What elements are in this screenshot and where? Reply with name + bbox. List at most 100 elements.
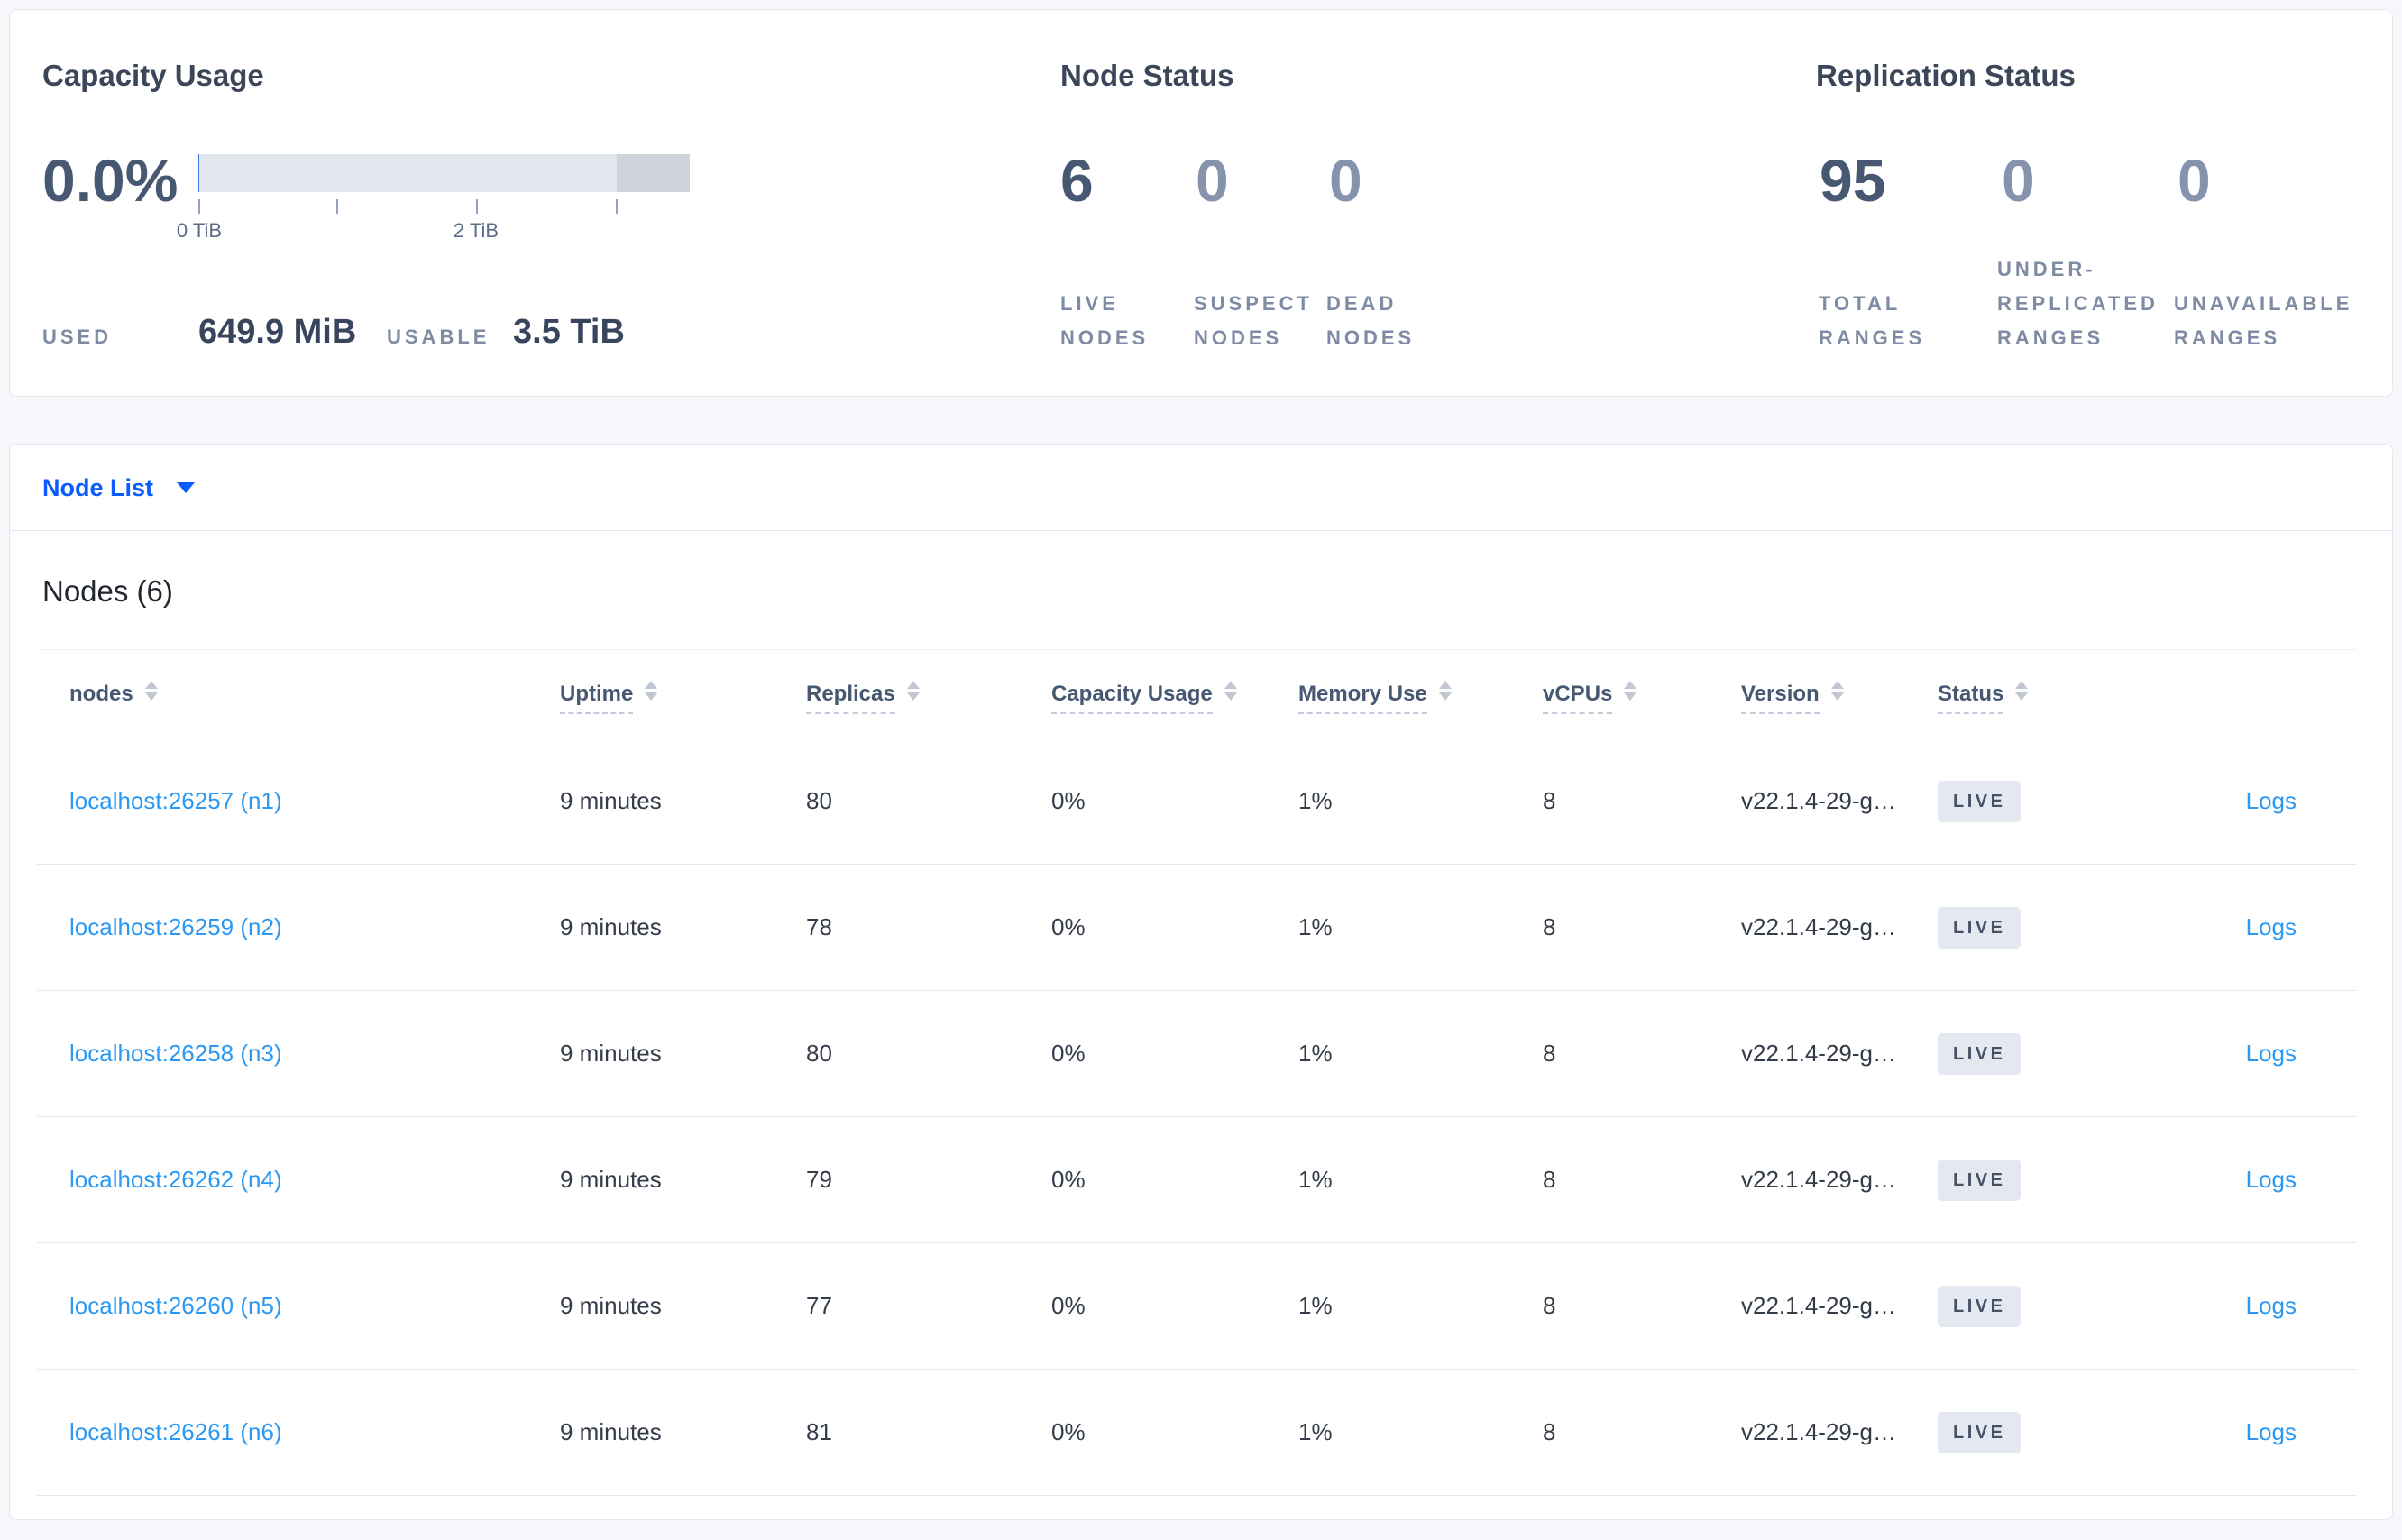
axis-tick-label: 2 TiB [453, 219, 500, 242]
column-header-label: Status [1938, 681, 2004, 714]
replicas-cell: 77 [806, 1242, 1051, 1370]
column-header-status[interactable]: Status [1938, 649, 2118, 738]
vcpus-cell: 8 [1543, 864, 1741, 991]
column-header-capacity-usage[interactable]: Capacity Usage [1051, 649, 1298, 738]
version-cell: v22.1.4-29-g… [1741, 1116, 1938, 1243]
node-link[interactable]: localhost:26260 (n5) [69, 1292, 282, 1319]
chevron-down-icon [177, 482, 196, 493]
column-header-replicas[interactable]: Replicas [806, 649, 1051, 738]
version-cell: v22.1.4-29-g… [1741, 864, 1938, 991]
column-header-vcpus[interactable]: vCPUs [1543, 649, 1741, 738]
capacity-cell: 0% [1051, 990, 1298, 1117]
version-cell: v22.1.4-29-g… [1741, 738, 1938, 865]
logs-link[interactable]: Logs [2245, 1418, 2297, 1445]
replicas-cell: 79 [806, 1116, 1051, 1243]
status-cell: LIVE [1938, 864, 2118, 991]
column-header-label: Replicas [806, 681, 895, 714]
table-row: localhost:26260 (n5) 9 minutes 77 0% 1% … [37, 1242, 2356, 1370]
uptime-cell: 9 minutes [560, 1242, 806, 1370]
table-row: localhost:26258 (n3) 9 minutes 80 0% 1% … [37, 990, 2356, 1117]
memory-cell: 1% [1298, 1116, 1543, 1243]
column-header-uptime[interactable]: Uptime [560, 649, 806, 738]
status-cell: LIVE [1938, 738, 2118, 865]
replication-status-title: Replication Status [1816, 59, 2076, 92]
sort-icon [144, 681, 158, 701]
vcpus-cell: 8 [1543, 1242, 1741, 1370]
capacity-bar-other-segment [617, 154, 690, 192]
logs-link[interactable]: Logs [2245, 1166, 2297, 1193]
status-cell: LIVE [1938, 1242, 2118, 1370]
node-list-card: Node List Nodes (6) nodes Uptime Replica… [9, 444, 2393, 1520]
node-cell: localhost:26260 (n5) [37, 1242, 560, 1370]
column-header-label: Memory Use [1298, 681, 1427, 714]
logs-link[interactable]: Logs [2245, 787, 2297, 814]
vcpus-cell: 8 [1543, 1369, 1741, 1496]
nodes-table: nodes Uptime Replicas Capacity Usage Mem… [37, 649, 2356, 1496]
uptime-cell: 9 minutes [560, 990, 806, 1117]
logs-link[interactable]: Logs [2245, 1040, 2297, 1067]
axis-tick-label: 0 TiB [176, 219, 223, 242]
capacity-usage-bar-chart: 0 TiB 2 TiB [177, 154, 690, 262]
total-ranges-value: 95 [1820, 147, 1886, 214]
replicas-cell: 81 [806, 1369, 1051, 1496]
sort-icon [2015, 681, 2029, 701]
table-row: localhost:26259 (n2) 9 minutes 78 0% 1% … [37, 864, 2356, 991]
logs-link[interactable]: Logs [2245, 913, 2297, 940]
node-list-dropdown[interactable]: Node List [42, 445, 196, 531]
status-cell: LIVE [1938, 1369, 2118, 1496]
memory-cell: 1% [1298, 1242, 1543, 1370]
uptime-cell: 9 minutes [560, 1369, 806, 1496]
node-cell: localhost:26261 (n6) [37, 1369, 560, 1496]
status-badge: LIVE [1938, 1032, 2022, 1075]
sort-icon [1624, 681, 1637, 701]
column-header-nodes[interactable]: nodes [37, 649, 560, 738]
nodes-count-title: Nodes (6) [42, 574, 173, 608]
sort-icon [1830, 681, 1844, 701]
memory-cell: 1% [1298, 738, 1543, 865]
sort-icon [906, 681, 920, 701]
column-header-memory-use[interactable]: Memory Use [1298, 649, 1543, 738]
status-badge: LIVE [1938, 1285, 2022, 1327]
logs-cell: Logs [2118, 1242, 2356, 1370]
axis-tick [616, 199, 618, 214]
suspect-nodes-label: SUSPECT NODES [1194, 292, 1313, 349]
node-link[interactable]: localhost:26257 (n1) [69, 787, 282, 814]
usable-value: 3.5 TiB [513, 313, 625, 351]
status-badge: LIVE [1938, 1159, 2022, 1201]
used-value: 649.9 MiB [198, 313, 357, 351]
node-status-title: Node Status [1060, 59, 1234, 92]
column-header-label: nodes [69, 681, 133, 706]
table-row: localhost:26257 (n1) 9 minutes 80 0% 1% … [37, 738, 2356, 865]
node-link[interactable]: localhost:26262 (n4) [69, 1166, 282, 1193]
node-list-dropdown-label: Node List [42, 473, 154, 501]
sort-icon [1224, 681, 1237, 701]
vcpus-cell: 8 [1543, 990, 1741, 1117]
table-header-row: nodes Uptime Replicas Capacity Usage Mem… [37, 649, 2356, 738]
table-row: localhost:26262 (n4) 9 minutes 79 0% 1% … [37, 1116, 2356, 1243]
under-replicated-ranges-label: UNDER-REPLICATED RANGES [1997, 258, 2159, 349]
suspect-nodes-value: 0 [1196, 147, 1229, 214]
memory-cell: 1% [1298, 990, 1543, 1117]
capacity-usage-title: Capacity Usage [42, 59, 264, 92]
node-link[interactable]: localhost:26261 (n6) [69, 1418, 282, 1445]
sort-icon [1438, 681, 1452, 701]
status-cell: LIVE [1938, 1116, 2118, 1243]
cluster-summary-card: Capacity Usage 0.0% 0 TiB 2 TiB USED 649… [9, 9, 2393, 397]
usable-label: USABLE [387, 325, 490, 348]
axis-tick [476, 199, 478, 214]
vcpus-cell: 8 [1543, 1116, 1741, 1243]
logs-cell: Logs [2118, 990, 2356, 1117]
memory-cell: 1% [1298, 864, 1543, 991]
logs-link[interactable]: Logs [2245, 1292, 2297, 1319]
vcpus-cell: 8 [1543, 738, 1741, 865]
node-link[interactable]: localhost:26258 (n3) [69, 1040, 282, 1067]
column-header-label: Version [1741, 681, 1820, 714]
column-header-label: vCPUs [1543, 681, 1613, 714]
column-header-label: Uptime [560, 681, 634, 714]
version-cell: v22.1.4-29-g… [1741, 1242, 1938, 1370]
node-link[interactable]: localhost:26259 (n2) [69, 913, 282, 940]
capacity-cell: 0% [1051, 1116, 1298, 1243]
column-header-version[interactable]: Version [1741, 649, 1938, 738]
dead-nodes-label: DEAD NODES [1326, 292, 1416, 349]
